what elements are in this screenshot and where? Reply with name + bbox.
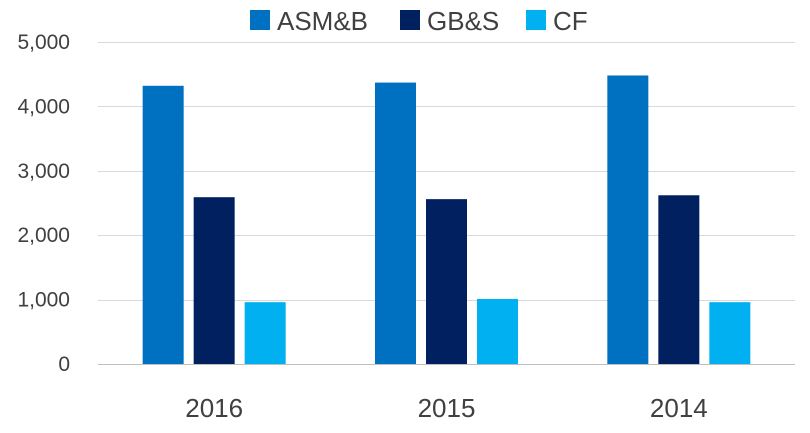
- bar-asmb-2015: [375, 82, 416, 365]
- y-tick-label: 5,000: [17, 31, 70, 54]
- y-tick-label: 2,000: [17, 224, 70, 247]
- bar-gbs-2014: [658, 195, 700, 364]
- x-axis-tick-labels: 2016 2015 2014: [185, 393, 708, 423]
- legend-label: GB&S: [427, 6, 499, 36]
- x-tick-label: 2015: [418, 393, 476, 423]
- bars: [142, 75, 751, 365]
- legend: ASM&B GB&S CF: [250, 6, 588, 36]
- bar-cf-2015: [477, 298, 518, 364]
- y-tick-label: 1,000: [17, 289, 70, 312]
- legend-swatch: [526, 10, 546, 30]
- x-tick-label: 2014: [650, 393, 708, 423]
- bar-gbs-2016: [193, 197, 235, 364]
- bar-cf-2014: [709, 302, 751, 364]
- x-tick-label: 2016: [185, 393, 243, 423]
- y-axis-tick-labels: 0 1,000 2,000 3,000 4,000 5,000: [17, 31, 70, 376]
- y-tick-label: 4,000: [17, 95, 70, 118]
- bar-asmb-2016: [142, 85, 184, 365]
- legend-label: ASM&B: [277, 6, 368, 36]
- y-tick-label: 0: [58, 353, 70, 376]
- bar-gbs-2015: [426, 199, 467, 364]
- legend-swatch: [400, 10, 420, 30]
- y-tick-label: 3,000: [17, 160, 70, 183]
- legend-label: CF: [553, 6, 588, 36]
- legend-swatch: [250, 10, 270, 30]
- bar-cf-2016: [244, 302, 286, 364]
- bar-asmb-2014: [607, 75, 649, 364]
